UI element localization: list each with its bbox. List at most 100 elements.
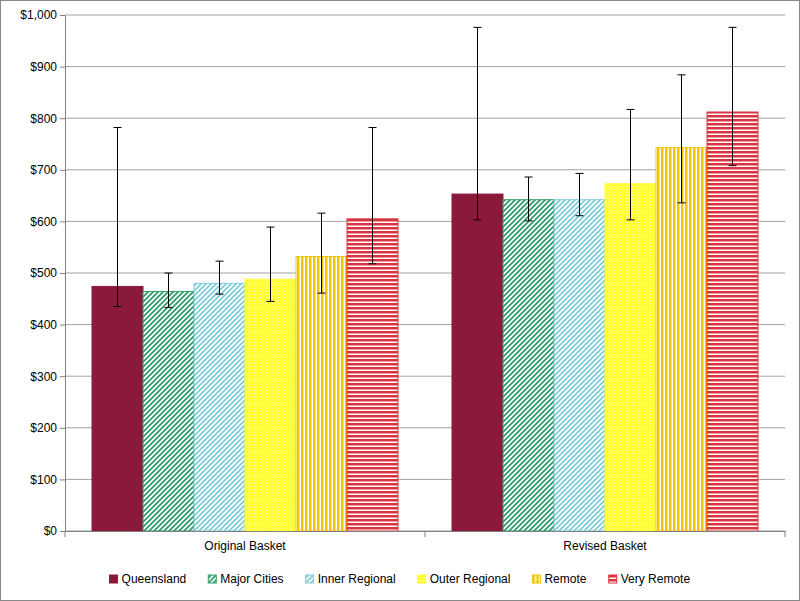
error-bar bbox=[216, 261, 224, 294]
y-tick-label: $200 bbox=[30, 421, 57, 435]
legend-label: Very Remote bbox=[621, 572, 691, 586]
y-axis: $0 $100 $200 $300 $400 $500 $600 $700 $800 $900 $1… bbox=[20, 8, 65, 538]
y-tick: $500 bbox=[30, 266, 65, 280]
error-bar bbox=[678, 75, 686, 203]
y-tick: $1,000 bbox=[20, 8, 65, 22]
y-tick-mark bbox=[60, 221, 65, 222]
error-bar bbox=[576, 173, 584, 215]
grid-line bbox=[65, 66, 785, 67]
bar bbox=[656, 148, 707, 531]
x-tick: Original Basket bbox=[204, 531, 286, 553]
series bbox=[92, 194, 503, 531]
y-tick-label: $0 bbox=[44, 524, 58, 538]
x-separator bbox=[65, 531, 66, 537]
x-tick: Revised Basket bbox=[563, 531, 647, 553]
x-axis: Original Basket Revised Basket bbox=[65, 531, 786, 553]
x-separators bbox=[65, 531, 785, 537]
y-tick-mark bbox=[60, 170, 65, 171]
legend-item: Inner Regional bbox=[306, 572, 396, 586]
y-tick-mark bbox=[60, 325, 65, 326]
bar bbox=[143, 292, 194, 531]
series bbox=[143, 200, 554, 531]
error-bar bbox=[114, 127, 122, 306]
y-tick-label: $900 bbox=[30, 60, 57, 74]
grid bbox=[65, 15, 785, 531]
legend-item: Very Remote bbox=[609, 572, 691, 586]
legend-label: Queensland bbox=[122, 572, 187, 586]
bar bbox=[245, 279, 296, 531]
marks bbox=[92, 27, 758, 531]
y-tick-mark bbox=[60, 531, 65, 532]
legend-swatch bbox=[532, 575, 540, 583]
error-bar bbox=[729, 27, 737, 165]
error-bar bbox=[474, 27, 482, 219]
bar bbox=[194, 283, 245, 531]
y-tick-label: $700 bbox=[30, 163, 57, 177]
error-bars bbox=[369, 27, 737, 263]
series bbox=[245, 184, 656, 531]
x-separator bbox=[425, 531, 426, 537]
y-tick-mark bbox=[60, 273, 65, 274]
error-bar bbox=[267, 227, 275, 301]
error-bars bbox=[267, 109, 635, 301]
error-bars bbox=[114, 27, 482, 306]
legend-item: Outer Regional bbox=[418, 572, 511, 586]
legend-swatch bbox=[110, 575, 118, 583]
y-tick: $400 bbox=[30, 318, 65, 332]
y-tick-label: $400 bbox=[30, 318, 57, 332]
y-tick-label: $500 bbox=[30, 266, 57, 280]
bar bbox=[452, 194, 503, 531]
bar bbox=[296, 256, 347, 531]
error-bar bbox=[627, 109, 635, 219]
x-tick-label: Original Basket bbox=[204, 539, 286, 553]
y-tick-label: $300 bbox=[30, 370, 57, 384]
y-tick: $700 bbox=[30, 163, 65, 177]
bar bbox=[605, 184, 656, 531]
legend-swatch bbox=[418, 575, 426, 583]
y-tick-label: $800 bbox=[30, 112, 57, 126]
bar bbox=[707, 112, 758, 531]
y-tick-mark bbox=[60, 118, 65, 119]
series bbox=[347, 112, 758, 531]
bar bbox=[347, 219, 398, 531]
y-tick: $100 bbox=[30, 473, 65, 487]
legend-label: Major Cities bbox=[220, 572, 283, 586]
y-tick: $800 bbox=[30, 112, 65, 126]
error-bar bbox=[318, 213, 326, 293]
legend-label: Remote bbox=[544, 572, 586, 586]
legend-item: Queensland bbox=[110, 572, 187, 586]
y-tick-mark bbox=[60, 479, 65, 480]
y-tick-mark bbox=[60, 15, 65, 16]
legend-swatch bbox=[609, 575, 617, 583]
grid-line bbox=[65, 118, 785, 119]
y-tick: $300 bbox=[30, 370, 65, 384]
error-bar bbox=[369, 127, 377, 263]
x-separator bbox=[785, 531, 786, 537]
legend-swatch bbox=[306, 575, 314, 583]
legend-item: Major Cities bbox=[208, 572, 283, 586]
error-bars bbox=[318, 75, 686, 293]
error-bars bbox=[165, 177, 533, 308]
bar bbox=[554, 200, 605, 531]
error-bar bbox=[525, 177, 533, 221]
series bbox=[194, 200, 605, 531]
y-axis-line bbox=[65, 16, 66, 532]
y-tick: $900 bbox=[30, 60, 65, 74]
series bbox=[296, 148, 707, 531]
y-tick-mark bbox=[60, 428, 65, 429]
y-tick-label: $100 bbox=[30, 473, 57, 487]
y-tick: $600 bbox=[30, 215, 65, 229]
legend-item: Remote bbox=[532, 572, 586, 586]
chart: $0 $100 $200 $300 $400 $500 $600 $700 $800 $900 $1… bbox=[0, 0, 800, 601]
x-tick-label: Revised Basket bbox=[563, 539, 647, 553]
y-tick-label: $600 bbox=[30, 215, 57, 229]
y-tick-mark bbox=[60, 376, 65, 377]
y-tick-mark bbox=[60, 67, 65, 68]
y-tick-label: $1,000 bbox=[20, 8, 57, 22]
legend-swatch bbox=[208, 575, 216, 583]
grid-line bbox=[65, 15, 785, 16]
legend-label: Inner Regional bbox=[318, 572, 396, 586]
bar bbox=[92, 286, 143, 531]
chart-frame bbox=[1, 1, 800, 601]
legend: Queensland Major Cities Inner Regional Oute… bbox=[110, 572, 691, 586]
